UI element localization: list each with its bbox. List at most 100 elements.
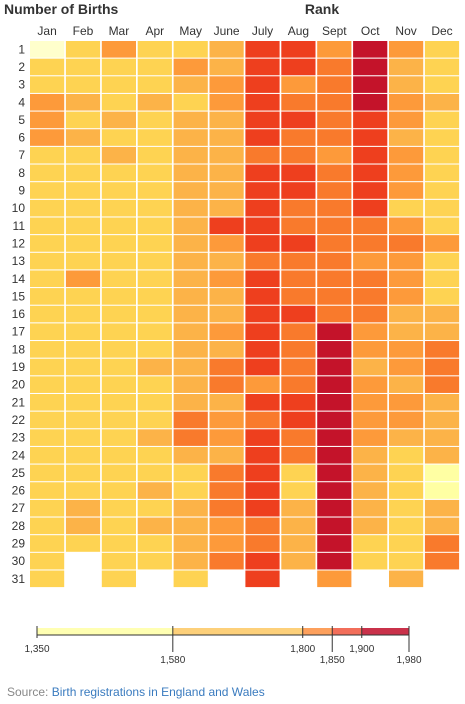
heatmap-cell [424,182,460,199]
heatmap-cell [137,482,172,499]
heatmap-cell [317,358,352,376]
heatmap-cell [173,429,208,446]
heatmap-cell [30,129,65,146]
heatmap-cell [65,323,101,340]
heatmap-cell [101,76,136,93]
heatmap-cell [137,358,172,376]
day-label: 18 [12,342,26,356]
heatmap-cell [30,570,65,588]
heatmap-cell [101,341,136,358]
heatmap-cell [173,446,208,464]
heatmap-cell [389,270,424,288]
heatmap-cell [209,235,244,252]
heatmap-cell [101,305,136,323]
month-labels: Jan Feb Mar Apr May June July Aug Sept Oct Nov Dec [37,24,452,38]
heatmap-cell [101,182,136,199]
heatmap-cell [137,446,172,464]
heatmap-cell [424,199,460,217]
heatmap-cell [65,482,101,499]
legend-tick-label: 1,800 [290,644,315,655]
day-label: 4 [18,95,25,109]
heatmap-cell [65,111,101,129]
heatmap-cell [245,146,280,164]
heatmap-cell [353,552,388,570]
heatmap-cell [245,199,280,217]
heatmap-cell [281,199,316,217]
heatmap-cell [317,93,352,111]
day-label: 2 [18,60,25,74]
heatmap-cell [317,58,352,76]
heatmap-cell [281,482,316,499]
day-label: 10 [12,201,26,215]
heatmap-cell [209,93,244,111]
heatmap-cell [30,517,65,535]
heatmap-cell [389,552,424,570]
heatmap-cell [281,41,316,58]
heatmap-cell [173,146,208,164]
heatmap-cell [101,394,136,411]
heatmap-cell [317,446,352,464]
heatmap-cell [209,323,244,340]
heatmap-cell [353,288,388,305]
day-label: 30 [12,554,26,568]
heatmap-cell [424,58,460,76]
heatmap-cells [30,41,460,588]
heatmap-cell [173,323,208,340]
day-label: 17 [12,325,26,339]
heatmap-cell [30,552,65,570]
month-label: Aug [288,24,309,38]
heatmap-cell [245,235,280,252]
heatmap-cell [173,182,208,199]
heatmap-cell [137,376,172,393]
heatmap-cell [245,76,280,93]
heatmap-cell [389,217,424,235]
month-label: Oct [361,24,380,38]
heatmap-cell [65,499,101,517]
heatmap-cell [317,146,352,164]
heatmap-cell [389,111,424,129]
heatmap-cell [281,58,316,76]
heatmap-cell [209,164,244,182]
heatmap-cell [281,535,316,552]
heatmap-cell [281,76,316,93]
heatmap-cell [173,341,208,358]
heatmap-cell [101,517,136,535]
heatmap-cell [173,499,208,517]
heatmap-cell [173,164,208,182]
heatmap-cell [424,217,460,235]
legend-tick-label: 1,980 [396,655,421,666]
heatmap-cell [137,288,172,305]
heatmap-cell [389,93,424,111]
month-label: Dec [431,24,452,38]
heatmap-cell [101,58,136,76]
heatmap-cell [281,252,316,270]
heatmap-cell [30,111,65,129]
heatmap-cell [317,164,352,182]
heatmap-cell [281,93,316,111]
heatmap-cell [245,499,280,517]
heatmap-cell [30,199,65,217]
heatmap-cell [353,76,388,93]
heatmap-cell [353,358,388,376]
heatmap-cell [389,146,424,164]
heatmap-cell [173,552,208,570]
heatmap-cell [389,535,424,552]
heatmap-cell [137,323,172,340]
heatmap-cell [317,517,352,535]
heatmap-cell [101,358,136,376]
month-label: Nov [395,24,416,38]
heatmap-cell [65,129,101,146]
heatmap-cell [317,323,352,340]
heatmap-cell [353,182,388,199]
heatmap-cell [65,464,101,482]
heatmap-cell [209,58,244,76]
heatmap-cell [65,411,101,429]
heatmap-cell [137,305,172,323]
day-label: 27 [12,501,26,515]
heatmap-cell [101,482,136,499]
source-link[interactable]: Birth registrations in England and Wales [51,685,265,699]
heatmap-cell [173,305,208,323]
month-label: Feb [73,24,94,38]
day-label: 14 [12,272,26,286]
heatmap-cell [245,111,280,129]
